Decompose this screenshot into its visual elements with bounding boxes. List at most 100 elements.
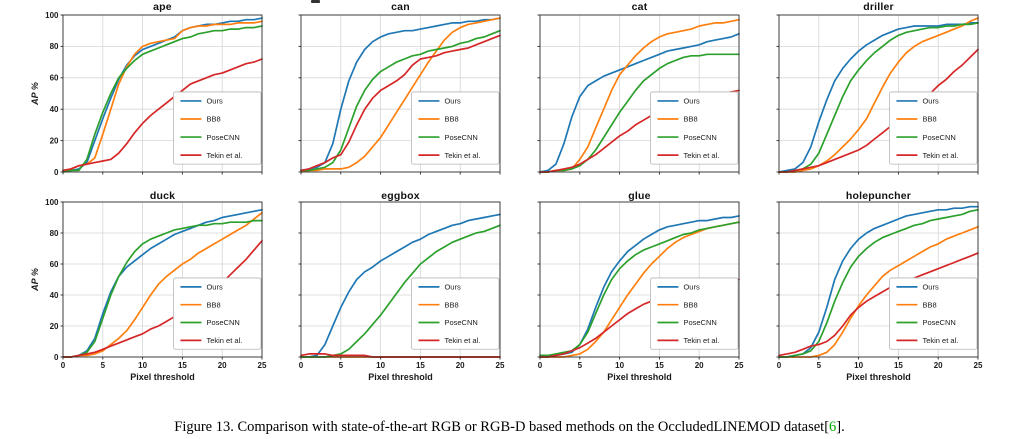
svg-text:25: 25 (735, 361, 744, 370)
svg-text:PoseCNN: PoseCNN (683, 133, 716, 142)
svg-text:0: 0 (54, 168, 59, 177)
subplot-title-holepuncher: holepuncher (845, 190, 912, 202)
svg-text:40: 40 (50, 105, 59, 114)
line-chart-cat: Ours BB8 PoseCNN Tekin et al. (537, 14, 740, 175)
svg-text:60: 60 (50, 74, 59, 83)
subplot-title-driller: driller (863, 1, 894, 13)
cropped-suptitle-artifact (311, 0, 320, 3)
svg-text:BB8: BB8 (922, 300, 936, 309)
svg-text:80: 80 (50, 229, 59, 238)
subplot-ape: 0 20 40 60 80 100 AP % Ours BB8 PoseCNN Tekin et a… (29, 0, 270, 180)
svg-text:Tekin et al.: Tekin et al. (444, 336, 480, 345)
subplot-holepuncher: 0 5 10 15 20 25 Pixel threshold Ours BB8 PoseCNN T… (745, 189, 986, 385)
svg-text:PoseCNN: PoseCNN (922, 318, 955, 327)
svg-text:0: 0 (61, 361, 66, 370)
svg-text:Tekin et al.: Tekin et al. (206, 336, 242, 345)
svg-text:Ours: Ours (444, 97, 461, 106)
svg-text:100: 100 (45, 11, 59, 20)
svg-text:Ours: Ours (206, 97, 223, 106)
subplot-title-glue: glue (628, 190, 651, 202)
svg-text:15: 15 (894, 361, 903, 370)
svg-text:Ours: Ours (922, 283, 939, 292)
svg-text:0: 0 (777, 361, 782, 370)
line-chart-can: Ours BB8 PoseCNN Tekin et al. (298, 14, 501, 175)
svg-text:Ours: Ours (683, 283, 700, 292)
subplot-title-can: can (391, 1, 410, 13)
subplot-title-cat: cat (631, 1, 648, 13)
caption-text: Figure 13. Comparison with state-of-the-… (174, 418, 830, 435)
svg-text:PoseCNN: PoseCNN (922, 133, 955, 142)
svg-text:40: 40 (50, 291, 59, 300)
subplot-cat: Ours BB8 PoseCNN Tekin et al. cat (506, 0, 747, 180)
svg-text:15: 15 (178, 361, 187, 370)
svg-text:Ours: Ours (444, 283, 461, 292)
svg-text:Ours: Ours (683, 97, 700, 106)
svg-text:5: 5 (339, 361, 344, 370)
subplot-duck: 0 5 10 15 20 25 0 20 40 60 80 100 Pixel threshold AP … (29, 189, 270, 385)
svg-text:0: 0 (538, 361, 543, 370)
line-chart-holepuncher: 0 5 10 15 20 25 Pixel threshold Ours BB8 PoseCNN T… (776, 201, 983, 382)
svg-text:PoseCNN: PoseCNN (683, 318, 716, 327)
svg-text:20: 20 (50, 136, 59, 145)
svg-text:25: 25 (974, 361, 983, 370)
svg-text:PoseCNN: PoseCNN (444, 318, 477, 327)
subplot-title-eggbox: eggbox (381, 190, 420, 202)
svg-text:Tekin et al.: Tekin et al. (683, 336, 719, 345)
subplot-eggbox: 0 5 10 15 20 25 Pixel threshold Ours BB8 PoseCNN T… (267, 189, 508, 385)
svg-text:20: 20 (50, 322, 59, 331)
svg-text:10: 10 (854, 361, 863, 370)
line-chart-duck: 0 5 10 15 20 25 0 20 40 60 80 100 Pixel threshold AP … (30, 198, 267, 382)
svg-text:Tekin et al.: Tekin et al. (922, 151, 958, 160)
svg-text:PoseCNN: PoseCNN (444, 133, 477, 142)
subplot-title-ape: ape (153, 1, 172, 13)
svg-text:25: 25 (258, 361, 267, 370)
svg-text:PoseCNN: PoseCNN (206, 318, 239, 327)
svg-text:BB8: BB8 (922, 115, 936, 124)
svg-text:Pixel threshold: Pixel threshold (368, 372, 433, 382)
svg-text:Tekin et al.: Tekin et al. (683, 151, 719, 160)
svg-text:Tekin et al.: Tekin et al. (922, 336, 958, 345)
svg-text:5: 5 (101, 361, 106, 370)
line-chart-ape: 0 20 40 60 80 100 AP % Ours BB8 PoseCNN Tekin et a… (30, 11, 263, 177)
svg-text:25: 25 (496, 361, 505, 370)
line-chart-eggbox: 0 5 10 15 20 25 Pixel threshold Ours BB8 PoseCNN T… (298, 201, 505, 382)
svg-text:Pixel threshold: Pixel threshold (607, 372, 672, 382)
svg-text:5: 5 (578, 361, 583, 370)
subplot-driller: Ours BB8 PoseCNN Tekin et al. driller (745, 0, 986, 180)
svg-text:20: 20 (456, 361, 465, 370)
svg-text:80: 80 (50, 42, 59, 51)
svg-text:AP %: AP % (30, 82, 40, 106)
svg-text:20: 20 (695, 361, 704, 370)
svg-text:10: 10 (138, 361, 147, 370)
svg-text:BB8: BB8 (683, 115, 697, 124)
svg-text:Tekin et al.: Tekin et al. (206, 151, 242, 160)
svg-text:10: 10 (615, 361, 624, 370)
svg-text:PoseCNN: PoseCNN (206, 133, 239, 142)
svg-text:AP %: AP % (30, 268, 40, 292)
svg-text:100: 100 (45, 198, 59, 207)
svg-text:0: 0 (54, 353, 59, 362)
svg-text:BB8: BB8 (206, 115, 220, 124)
svg-text:BB8: BB8 (683, 300, 697, 309)
subplot-title-duck: duck (149, 190, 176, 202)
svg-text:15: 15 (416, 361, 425, 370)
svg-text:10: 10 (376, 361, 385, 370)
svg-text:BB8: BB8 (444, 115, 458, 124)
svg-text:0: 0 (299, 361, 304, 370)
svg-text:Ours: Ours (922, 97, 939, 106)
svg-text:15: 15 (655, 361, 664, 370)
svg-text:20: 20 (218, 361, 227, 370)
subplot-can: Ours BB8 PoseCNN Tekin et al. can (267, 0, 508, 180)
figure-caption: Figure 13. Comparison with state-of-the-… (0, 419, 1019, 436)
svg-text:5: 5 (817, 361, 822, 370)
svg-text:BB8: BB8 (444, 300, 458, 309)
caption-suffix: ]. (836, 418, 845, 435)
line-chart-driller: Ours BB8 PoseCNN Tekin et al. (776, 14, 979, 175)
svg-text:Tekin et al.: Tekin et al. (444, 151, 480, 160)
svg-text:Pixel threshold: Pixel threshold (846, 372, 911, 382)
svg-text:Pixel threshold: Pixel threshold (130, 372, 195, 382)
citation-link[interactable]: 6 (829, 418, 837, 435)
svg-text:Ours: Ours (206, 283, 223, 292)
svg-text:BB8: BB8 (206, 300, 220, 309)
